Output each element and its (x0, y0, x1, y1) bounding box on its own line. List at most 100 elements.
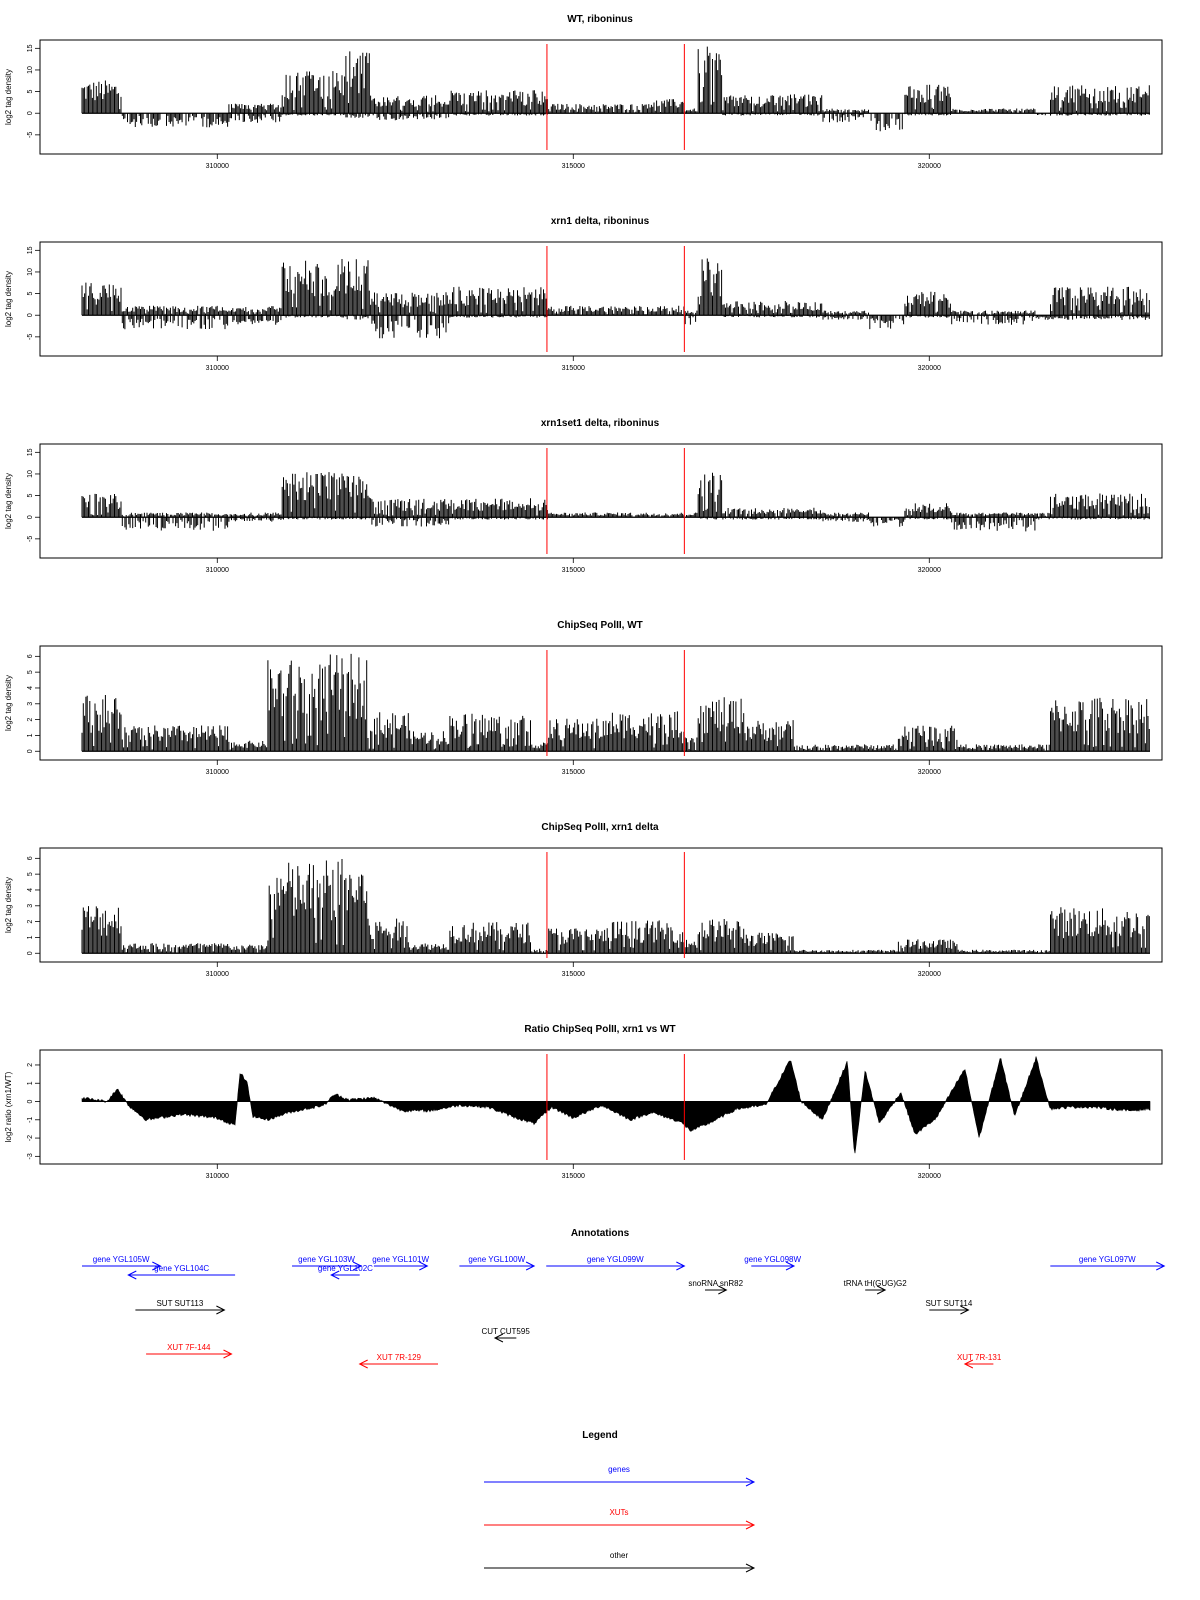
y-tick-label: -5 (27, 536, 34, 542)
x-tick-label: 320000 (918, 769, 941, 776)
y-tick-label: 15 (27, 448, 34, 456)
feature-label: CUT CUT595 (481, 1327, 530, 1336)
plot-frame (39, 1049, 1163, 1165)
panel-title: ChipSeq PolII, WT (557, 620, 643, 631)
feature-arrow: gene YGL105W (82, 1255, 162, 1271)
x-tick-label: 310000 (206, 971, 229, 978)
x-tick-label: 315000 (562, 1173, 585, 1180)
panel-title: ChipSeq PolII, xrn1 delta (541, 822, 659, 833)
y-tick-label: 0 (27, 313, 34, 317)
density-bars (81, 472, 1150, 532)
legend-title: Legend (582, 1430, 618, 1441)
y-tick-label: -5 (27, 132, 34, 138)
annotations-title: Annotations (571, 1228, 630, 1239)
data-series (81, 859, 1150, 954)
plot-frame (39, 443, 1163, 559)
ratio-area (81, 1056, 1151, 1154)
legend-item-label: other (610, 1551, 629, 1560)
plot-frame (39, 241, 1163, 357)
y-tick-label: 5 (27, 90, 34, 94)
feature-label: XUT 7R-131 (957, 1353, 1002, 1362)
feature-arrow: XUT 7R-129 (358, 1353, 438, 1369)
y-tick-label: 1 (27, 733, 34, 737)
y-tick-label: -2 (27, 1135, 34, 1141)
feature-arrow: gene YGL099W (546, 1255, 686, 1271)
data-series (81, 258, 1150, 339)
y-axis-label: log2 tag density (4, 271, 13, 327)
legend-item: other (484, 1551, 756, 1573)
y-tick-label: 4 (27, 888, 34, 892)
data-series (81, 1056, 1151, 1154)
feature-label: gene YGL098W (744, 1255, 801, 1264)
y-axis-label: log2 ratio (xrn1/WT) (4, 1071, 13, 1142)
feature-label: gene YGL105W (93, 1255, 150, 1264)
feature-arrow: gene YGL097W (1050, 1255, 1166, 1271)
y-tick-label: 5 (27, 670, 34, 674)
x-tick-label: 310000 (206, 163, 229, 170)
panel-title: Ratio ChipSeq PolII, xrn1 vs WT (524, 1024, 675, 1035)
chart-panel-3: xrn1set1 delta, riboninus log2 tag densit… (4, 418, 1163, 574)
y-tick-label: -1 (27, 1117, 34, 1123)
feature-arrow: gene YGL098W (744, 1255, 801, 1271)
legend-item-label: XUTs (609, 1508, 628, 1517)
feature-label: gene YGL100W (468, 1255, 525, 1264)
y-tick-label: 6 (27, 856, 34, 860)
feature-label: SUT SUT113 (156, 1299, 203, 1308)
x-tick-label: 320000 (918, 365, 941, 372)
feature-arrow: CUT CUT595 (481, 1327, 530, 1343)
feature-arrow: gene YGL102C (318, 1264, 373, 1280)
y-tick-label: 0 (27, 749, 34, 753)
y-tick-label: 2 (27, 1063, 34, 1067)
y-tick-label: 3 (27, 702, 34, 706)
y-tick-label: 2 (27, 718, 34, 722)
feature-arrow: SUT SUT113 (135, 1299, 226, 1315)
x-tick-label: 310000 (206, 1173, 229, 1180)
feature-arrow: gene YGL103W (292, 1255, 363, 1271)
x-tick-label: 310000 (206, 567, 229, 574)
feature-label: gene YGL102C (318, 1264, 373, 1273)
y-axis-label: log2 tag density (4, 675, 13, 731)
feature-label: gene YGL101W (372, 1255, 429, 1264)
x-tick-label: 320000 (918, 1173, 941, 1180)
x-tick-label: 320000 (918, 163, 941, 170)
x-tick-label: 315000 (562, 567, 585, 574)
feature-arrow: tRNA tH(GUG)G2 (844, 1279, 907, 1295)
density-bars (81, 653, 1150, 752)
density-bars (81, 46, 1150, 132)
y-tick-label: 10 (27, 470, 34, 478)
x-tick-label: 320000 (918, 567, 941, 574)
legend-item-label: genes (608, 1465, 630, 1474)
data-series (81, 46, 1150, 132)
chart-panel-1: WT, riboninus log2 tag density -5 0 5 10 15 310… (4, 14, 1163, 170)
plot-frame (39, 39, 1163, 155)
y-tick-label: 5 (27, 494, 34, 498)
feature-label: XUT 7F-144 (167, 1343, 211, 1352)
y-tick-label: 1 (27, 1081, 34, 1085)
legend-item: genes (484, 1465, 756, 1487)
feature-arrow: gene YGL100W (459, 1255, 536, 1271)
y-tick-label: 0 (27, 1099, 34, 1103)
feature-arrow: gene YGL101W (372, 1255, 429, 1271)
y-tick-label: 15 (27, 44, 34, 52)
panel-title: xrn1 delta, riboninus (551, 216, 650, 227)
x-tick-label: 315000 (562, 163, 585, 170)
y-tick-label: 2 (27, 920, 34, 924)
feature-label: gene YGL097W (1079, 1255, 1136, 1264)
y-tick-label: -5 (27, 334, 34, 340)
plot-frame (39, 847, 1163, 963)
panel-title: WT, riboninus (567, 14, 633, 25)
chart-panel-6: Ratio ChipSeq PolII, xrn1 vs WT log2 rati… (4, 1024, 1163, 1180)
y-tick-label: 3 (27, 904, 34, 908)
density-bars (81, 258, 1150, 339)
x-tick-label: 315000 (562, 769, 585, 776)
y-tick-label: 10 (27, 268, 34, 276)
feature-label: snoRNA snR82 (688, 1279, 743, 1288)
feature-arrow: SUT SUT114 (925, 1299, 973, 1315)
y-tick-label: 10 (27, 66, 34, 74)
x-tick-label: 310000 (206, 365, 229, 372)
feature-arrow: XUT 7F-144 (146, 1343, 233, 1359)
plot-frame (39, 645, 1163, 761)
y-tick-label: 5 (27, 872, 34, 876)
y-axis-label: log2 tag density (4, 473, 13, 529)
